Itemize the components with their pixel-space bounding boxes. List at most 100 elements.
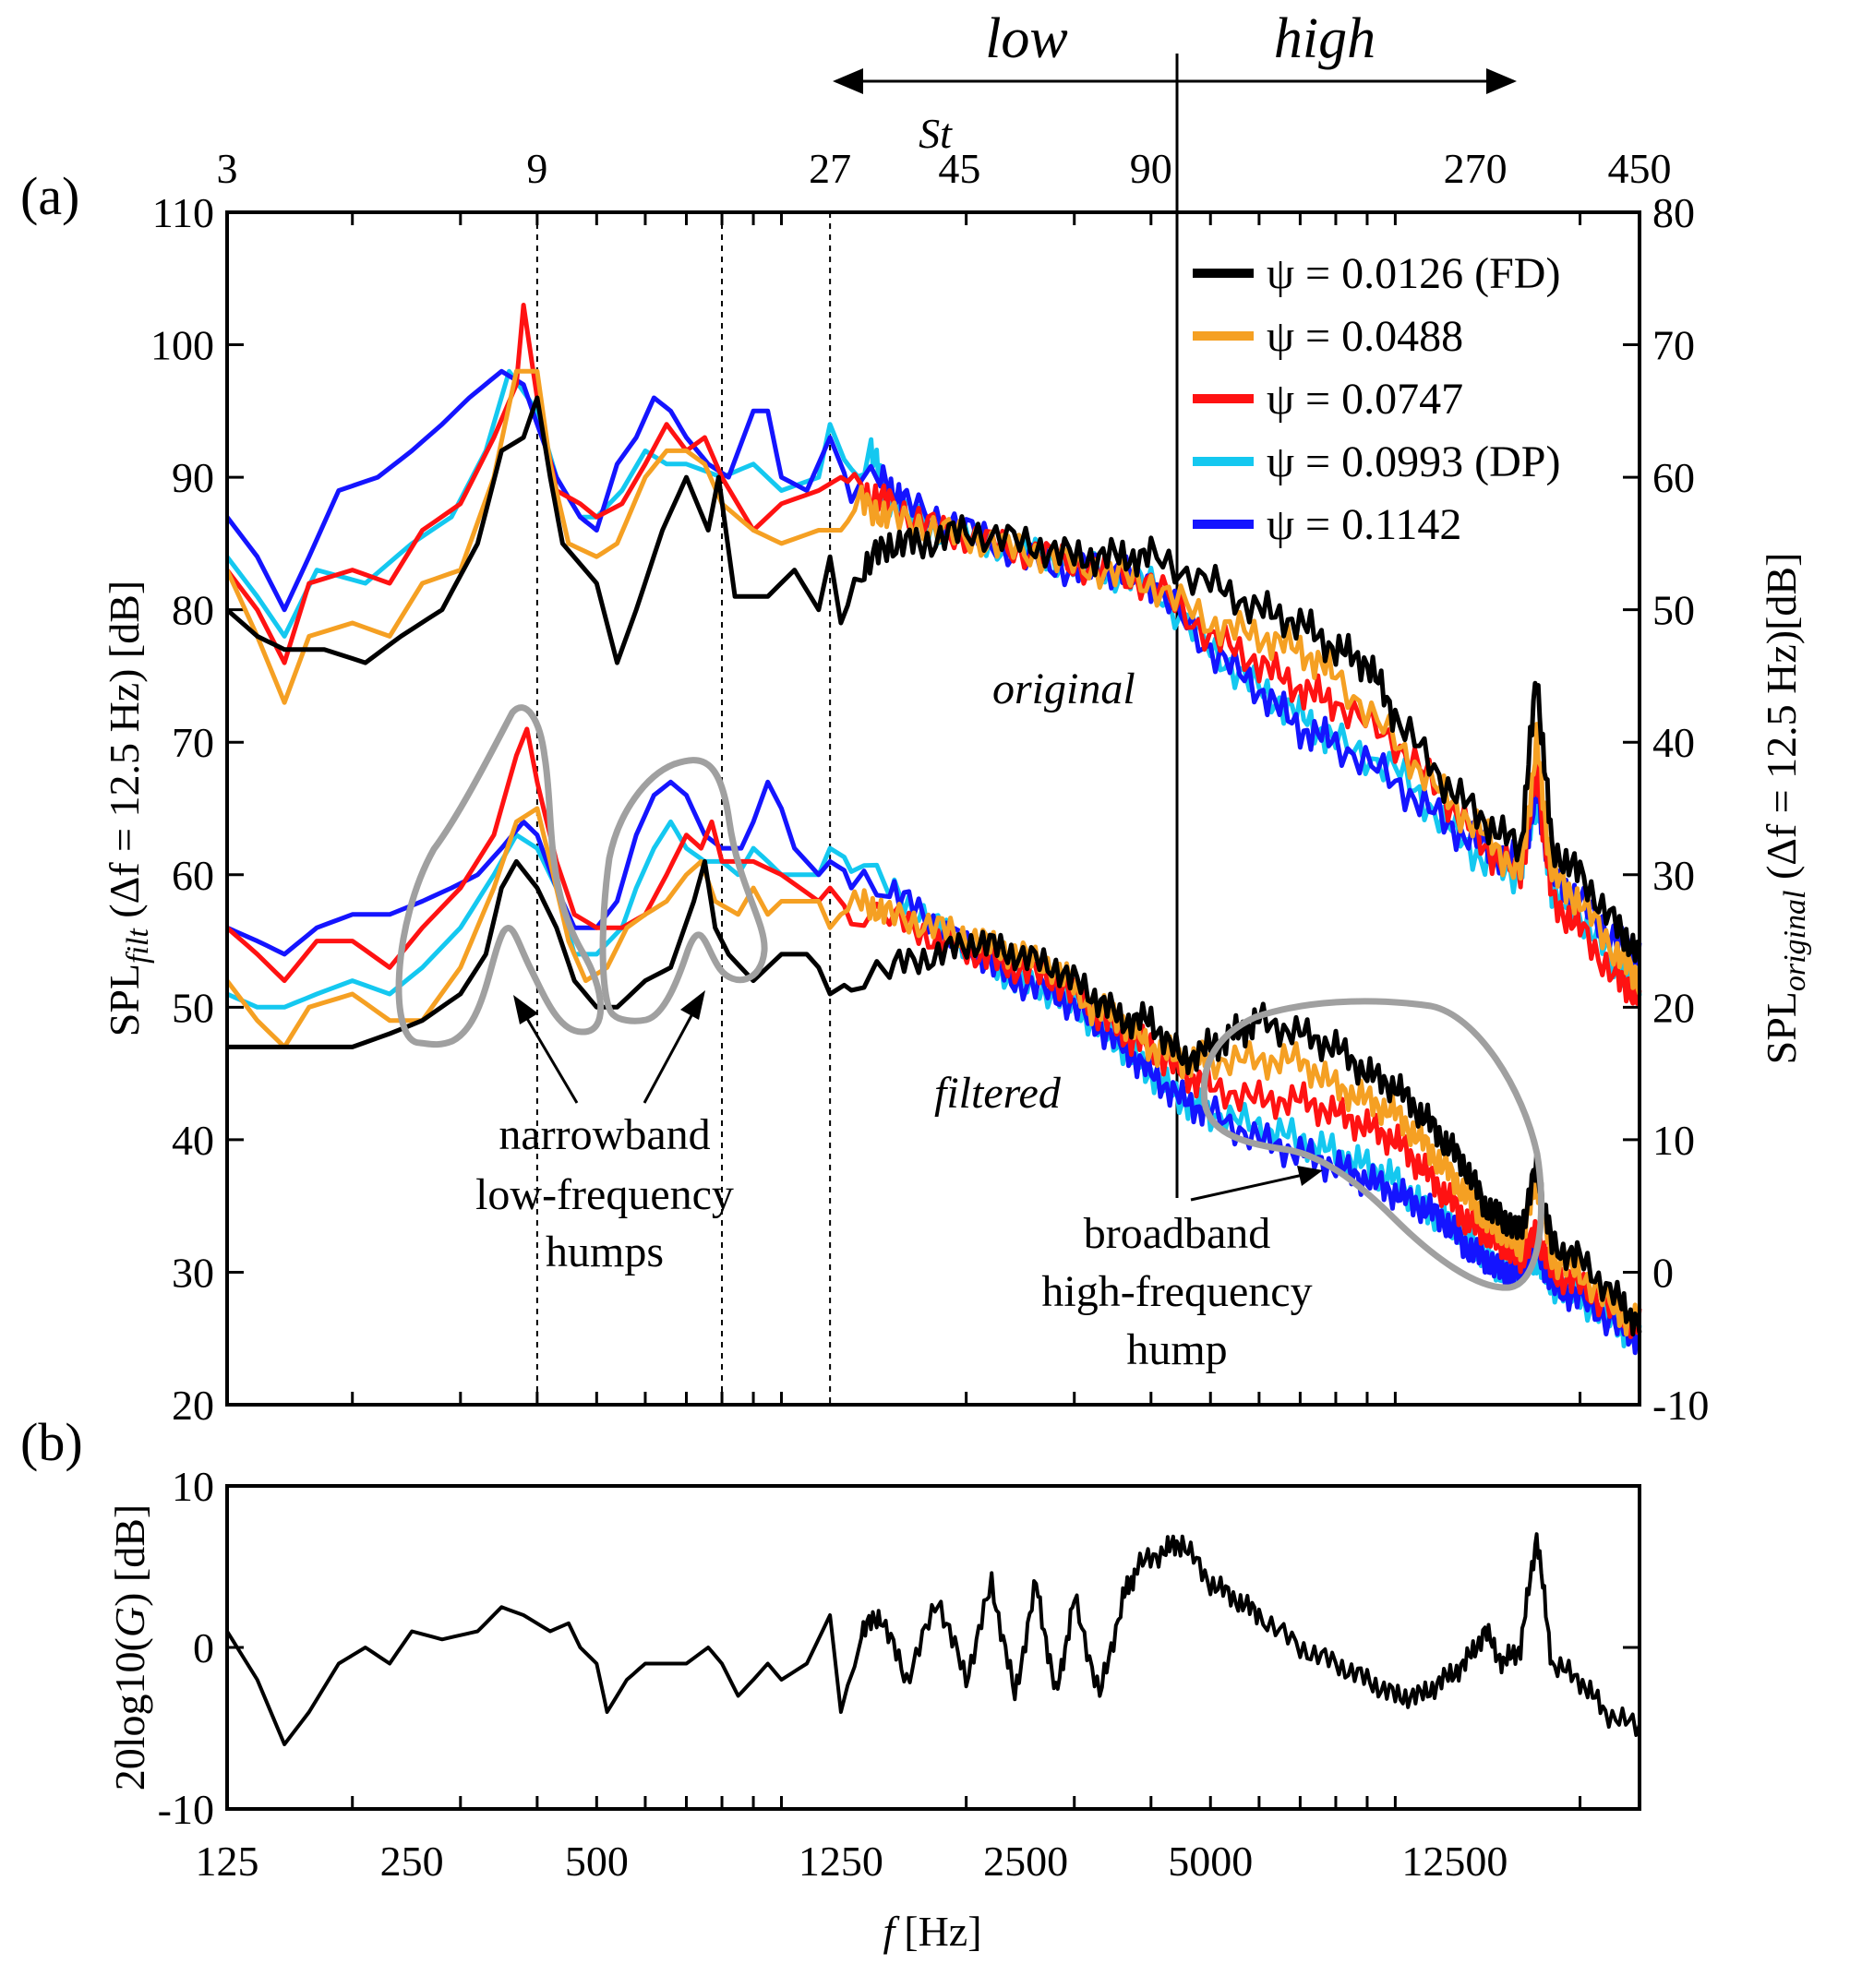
filtered-spectra (225, 726, 1642, 1356)
panel-b-ticks: -10 0 10 125 250 500 1250 2500 5000 12500 (158, 1463, 1640, 1885)
dashed-reference-lines (535, 212, 832, 1405)
y-left-tick-label: 70 (172, 719, 214, 766)
low-label: low (985, 7, 1068, 70)
legend-entry-label: ψ = 0.0747 (1267, 375, 1463, 424)
y-right-tick-label: 30 (1652, 852, 1695, 899)
st-tick-label: 450 (1608, 145, 1672, 192)
high-label: high (1274, 7, 1375, 70)
y-left-tick-label: 100 (150, 322, 214, 369)
panel-a-ticks: 20 30 40 50 60 70 80 90 100 110 -10 0 10 20 30 40 50 60 70… (150, 145, 1709, 1429)
y-right-tick-label: 80 (1652, 189, 1695, 236)
panel-b-y-label-pre: 20log10( (106, 1637, 153, 1790)
left-y-label-sub: filt (121, 928, 155, 964)
gain-series-line (225, 1532, 1641, 1746)
st-tick-label: 9 (526, 145, 547, 192)
original-series-line (224, 368, 1642, 995)
x-tick-label: 2500 (983, 1838, 1068, 1885)
right-y-axis-label: SPLoriginal (Δf = 12.5 Hz)[dB] (1758, 553, 1812, 1065)
st-axis-label: St (919, 110, 953, 157)
y-left-tick-label: 80 (172, 587, 214, 634)
right-y-label-pre: SPL (1758, 991, 1805, 1064)
legend-entry-label: ψ = 0.0126 (FD) (1267, 249, 1560, 298)
y-right-tick-label: 10 (1652, 1117, 1695, 1164)
y-left-tick-label: 90 (172, 454, 214, 501)
panel-a: 20 30 40 50 60 70 80 90 100 110 -10 0 10 20 30 40 50 60 70… (101, 145, 1812, 1429)
broadband-label-line-2: high-frequency (1041, 1267, 1312, 1316)
left-y-axis-label: SPLfilt (Δf = 12.5 Hz) [dB] (101, 581, 155, 1037)
panel-b-y-axis-label: 20log10(G) [dB] (106, 1504, 153, 1790)
y-left-tick-label: 40 (172, 1117, 214, 1164)
x-axis-label: f [Hz] (883, 1908, 981, 1955)
y-right-tick-label: 20 (1652, 984, 1695, 1031)
y-right-tick-label: 60 (1652, 454, 1695, 501)
x-axis-label-var: f (883, 1908, 900, 1955)
broadband-annotation: broadband high-frequency hump (1041, 1166, 1323, 1374)
x-tick-label: 1250 (799, 1838, 883, 1885)
y-tick-label: 0 (193, 1624, 214, 1671)
x-tick-label: 500 (565, 1838, 629, 1885)
panel-a-frame (225, 210, 1641, 1407)
panel-b-frame (225, 1484, 1641, 1811)
narrowband-label-line-3: humps (546, 1228, 664, 1276)
narrowband-hump-outline-1 (395, 704, 605, 1048)
y-right-tick-label: 50 (1652, 587, 1695, 634)
gain-series (225, 1532, 1641, 1746)
narrowband-annotation: narrowband low-frequency humps (475, 990, 734, 1276)
original-spectra (224, 303, 1642, 1006)
y-left-tick-label: 30 (172, 1249, 214, 1296)
st-tick-label: 90 (1130, 145, 1172, 192)
y-right-tick-label: 40 (1652, 719, 1695, 766)
narrowband-arrowhead-2 (680, 990, 705, 1020)
panel-b-y-label-var: G (106, 1607, 153, 1637)
left-y-label-post: (Δf = 12.5 Hz) [dB] (101, 581, 148, 928)
broadband-label-line-1: broadband (1084, 1209, 1271, 1258)
y-tick-label: 10 (172, 1463, 214, 1510)
x-tick-label: 12500 (1401, 1838, 1508, 1885)
filtered-label: filtered (934, 1069, 1062, 1118)
st-tick-label: 27 (809, 145, 851, 192)
original-label: original (992, 665, 1135, 713)
top-st-axis: St (919, 110, 953, 157)
y-right-tick-label: 0 (1652, 1249, 1674, 1296)
right-y-label-post: (Δf = 12.5 Hz)[dB] (1758, 553, 1805, 891)
y-right-tick-label: 70 (1652, 322, 1695, 369)
st-tick-label: 45 (938, 145, 980, 192)
panel-b-label: (b) (20, 1412, 83, 1472)
low-arrowhead (833, 68, 863, 94)
narrowband-arrowhead-1 (513, 995, 538, 1024)
y-tick-label: -10 (158, 1786, 214, 1833)
broadband-arrow (1190, 1170, 1316, 1202)
high-arrowhead (1486, 68, 1517, 94)
x-tick-label: 250 (380, 1838, 444, 1885)
right-y-label-sub: original (1778, 891, 1812, 992)
broadband-hump-outline (1200, 998, 1545, 1291)
y-left-tick-label: 50 (172, 984, 214, 1031)
legend-entry-label: ψ = 0.0993 (DP) (1267, 437, 1560, 486)
st-tick-label: 3 (217, 145, 238, 192)
y-right-tick-label: -10 (1652, 1382, 1709, 1429)
left-y-label-pre: SPL (101, 964, 148, 1036)
x-axis-label-unit: [Hz] (904, 1908, 981, 1955)
x-tick-label: 125 (196, 1838, 259, 1885)
y-left-tick-label: 60 (172, 852, 214, 899)
x-tick-label: 5000 (1168, 1838, 1253, 1885)
y-left-tick-label: 20 (172, 1382, 214, 1429)
legend-entry-label: ψ = 0.0488 (1267, 312, 1463, 361)
filtered-series-line (225, 779, 1641, 1356)
legend-entry-label: ψ = 0.1142 (1267, 500, 1461, 549)
legend: ψ = 0.0126 (FD) ψ = 0.0488 ψ = 0.0747 ψ = 0… (1193, 249, 1560, 549)
hump-outlines (395, 704, 1545, 1291)
panel-b: -10 0 10 125 250 500 1250 2500 5000 12500 20log10… (106, 1463, 1641, 1955)
panel-a-label: (a) (20, 166, 79, 226)
region-indicator: low high (833, 7, 1517, 1198)
narrowband-hump-outline-2 (599, 757, 768, 1024)
broadband-arrowhead (1297, 1166, 1323, 1186)
original-series-line (225, 395, 1640, 964)
filtered-series-line (225, 819, 1642, 1348)
filtered-series-line (225, 806, 1642, 1337)
broadband-label-line-3: hump (1126, 1325, 1227, 1374)
filtered-series-line (227, 858, 1642, 1337)
narrowband-label-line-1: narrowband (499, 1110, 710, 1159)
st-tick-label: 270 (1444, 145, 1508, 192)
